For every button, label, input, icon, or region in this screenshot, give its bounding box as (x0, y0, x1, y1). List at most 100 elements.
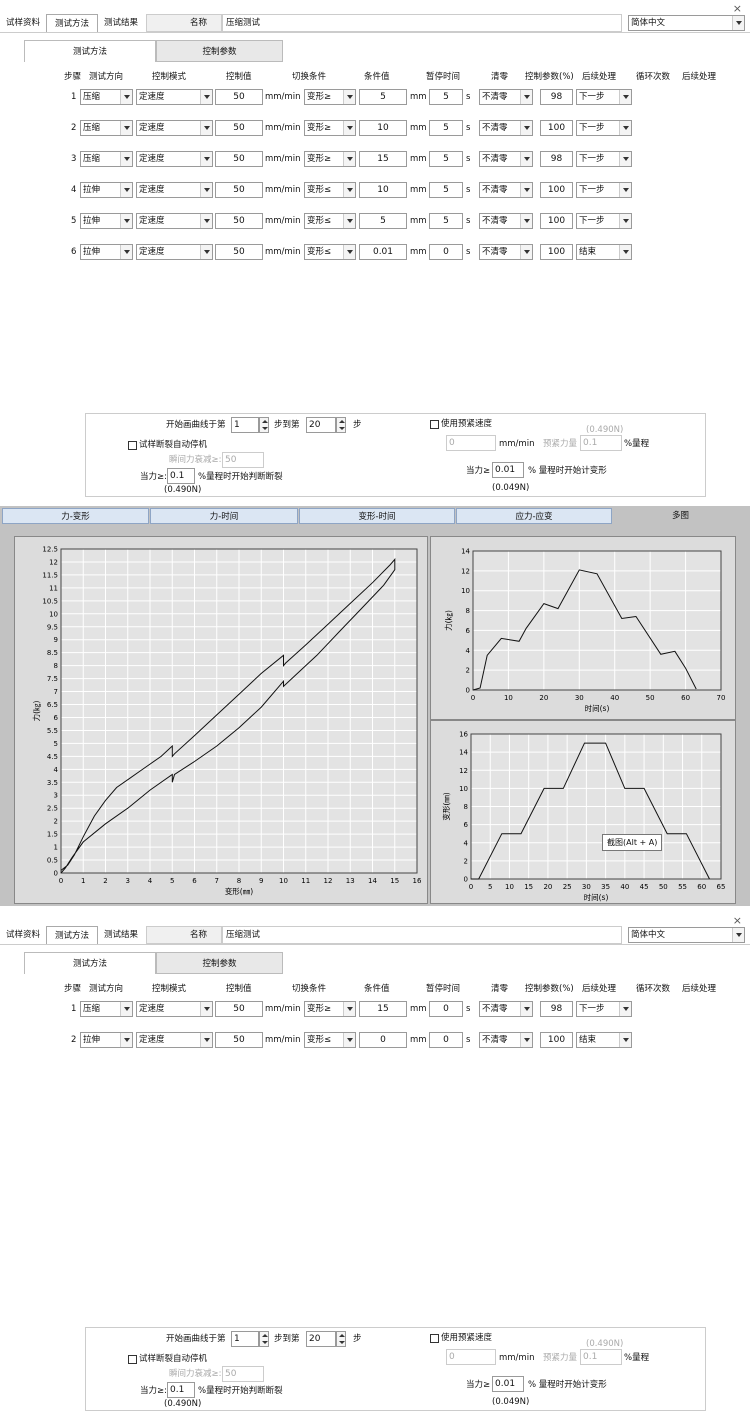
pause-input[interactable]: 0 (429, 1001, 463, 1017)
param-input[interactable]: 98 (540, 151, 573, 167)
condition-value-input[interactable]: 15 (359, 151, 407, 167)
subtab-method[interactable]: 测试方法 (24, 952, 156, 974)
tab-result[interactable]: 测试结果 (103, 18, 138, 28)
tab-result[interactable]: 测试结果 (103, 930, 138, 940)
close-icon[interactable]: × (732, 914, 742, 927)
pause-input[interactable]: 5 (429, 182, 463, 198)
control-value-input[interactable]: 50 (215, 182, 263, 198)
condition-select[interactable]: 变形≥ (304, 1001, 356, 1017)
direction-select[interactable]: 压缩 (80, 89, 133, 105)
param-input[interactable]: 98 (540, 1001, 573, 1017)
next-select[interactable]: 下一步 (576, 120, 632, 136)
control-value-input[interactable]: 50 (215, 1032, 263, 1048)
direction-select[interactable]: 压缩 (80, 1001, 133, 1017)
end-step-input[interactable]: 20 (306, 417, 336, 433)
language-select[interactable]: 简体中文 (628, 927, 745, 943)
preload-amount-input[interactable]: 0.1 (580, 1349, 622, 1365)
condition-select[interactable]: 变形≤ (304, 182, 356, 198)
tab-method[interactable]: 测试方法 (46, 14, 98, 32)
condition-value-input[interactable]: 15 (359, 1001, 407, 1017)
zero-select[interactable]: 不清零 (479, 1001, 533, 1017)
subtab-control[interactable]: 控制参数 (156, 40, 283, 62)
condition-select[interactable]: 变形≤ (304, 244, 356, 260)
mode-select[interactable]: 定速度 (136, 244, 213, 260)
control-value-input[interactable]: 50 (215, 213, 263, 229)
direction-select[interactable]: 拉伸 (80, 182, 133, 198)
break-stop-checkbox[interactable] (128, 1355, 137, 1364)
break-stop-checkbox[interactable] (128, 441, 137, 450)
direction-select[interactable]: 拉伸 (80, 213, 133, 229)
control-value-input[interactable]: 50 (215, 89, 263, 105)
pause-input[interactable]: 5 (429, 151, 463, 167)
zero-select[interactable]: 不清零 (479, 151, 533, 167)
condition-value-input[interactable]: 0 (359, 1032, 407, 1048)
pause-input[interactable]: 5 (429, 89, 463, 105)
name-input[interactable] (222, 926, 622, 944)
spinner-icon[interactable] (336, 1331, 346, 1347)
mode-select[interactable]: 定速度 (136, 120, 213, 136)
language-select[interactable]: 简体中文 (628, 15, 745, 31)
next-select[interactable]: 结束 (576, 1032, 632, 1048)
direction-select[interactable]: 拉伸 (80, 1032, 133, 1048)
close-icon[interactable]: × (732, 2, 742, 15)
zero-select[interactable]: 不清零 (479, 89, 533, 105)
deform-input[interactable]: 0.01 (492, 1376, 524, 1392)
condition-value-input[interactable]: 10 (359, 120, 407, 136)
force-input[interactable]: 0.1 (167, 468, 195, 484)
preload-checkbox[interactable] (430, 420, 439, 429)
condition-select[interactable]: 变形≤ (304, 213, 356, 229)
spinner-icon[interactable] (336, 417, 346, 433)
condition-select[interactable]: 变形≤ (304, 1032, 356, 1048)
tab-sample[interactable]: 试样资料 (5, 930, 40, 940)
condition-value-input[interactable]: 0.01 (359, 244, 407, 260)
param-input[interactable]: 100 (540, 182, 573, 198)
decay-input[interactable]: 50 (222, 1366, 264, 1382)
spinner-icon[interactable] (259, 1331, 269, 1347)
zero-select[interactable]: 不清零 (479, 213, 533, 229)
param-input[interactable]: 100 (540, 120, 573, 136)
zero-select[interactable]: 不清零 (479, 182, 533, 198)
preload-speed-input[interactable]: 0 (446, 435, 496, 451)
zero-select[interactable]: 不清零 (479, 244, 533, 260)
chart-tab-force-time[interactable]: 力-时间 (150, 508, 298, 524)
next-select[interactable]: 结束 (576, 244, 632, 260)
param-input[interactable]: 100 (540, 213, 573, 229)
chart-tab-force-deform[interactable]: 力-变形 (2, 508, 149, 524)
deform-input[interactable]: 0.01 (492, 462, 524, 478)
condition-value-input[interactable]: 5 (359, 89, 407, 105)
preload-checkbox[interactable] (430, 1334, 439, 1343)
direction-select[interactable]: 压缩 (80, 120, 133, 136)
next-select[interactable]: 下一步 (576, 182, 632, 198)
control-value-input[interactable]: 50 (215, 151, 263, 167)
next-select[interactable]: 下一步 (576, 151, 632, 167)
mode-select[interactable]: 定速度 (136, 89, 213, 105)
zero-select[interactable]: 不清零 (479, 120, 533, 136)
param-input[interactable]: 98 (540, 89, 573, 105)
zero-select[interactable]: 不清零 (479, 1032, 533, 1048)
pause-input[interactable]: 0 (429, 244, 463, 260)
control-value-input[interactable]: 50 (215, 244, 263, 260)
direction-select[interactable]: 压缩 (80, 151, 133, 167)
condition-select[interactable]: 变形≥ (304, 89, 356, 105)
mode-select[interactable]: 定速度 (136, 151, 213, 167)
spinner-icon[interactable] (259, 417, 269, 433)
name-input[interactable] (222, 14, 622, 32)
pause-input[interactable]: 0 (429, 1032, 463, 1048)
mode-select[interactable]: 定速度 (136, 1032, 213, 1048)
chart-tab-multi[interactable]: 多图 (613, 508, 748, 524)
subtab-control[interactable]: 控制参数 (156, 952, 283, 974)
end-step-input[interactable]: 20 (306, 1331, 336, 1347)
condition-select[interactable]: 变形≥ (304, 120, 356, 136)
control-value-input[interactable]: 50 (215, 120, 263, 136)
condition-select[interactable]: 变形≥ (304, 151, 356, 167)
pause-input[interactable]: 5 (429, 213, 463, 229)
start-step-input[interactable]: 1 (231, 417, 259, 433)
pause-input[interactable]: 5 (429, 120, 463, 136)
mode-select[interactable]: 定速度 (136, 1001, 213, 1017)
next-select[interactable]: 下一步 (576, 89, 632, 105)
tab-method[interactable]: 测试方法 (46, 926, 98, 944)
param-input[interactable]: 100 (540, 1032, 573, 1048)
direction-select[interactable]: 拉伸 (80, 244, 133, 260)
chart-tab-stress-strain[interactable]: 应力-应变 (456, 508, 612, 524)
preload-amount-input[interactable]: 0.1 (580, 435, 622, 451)
